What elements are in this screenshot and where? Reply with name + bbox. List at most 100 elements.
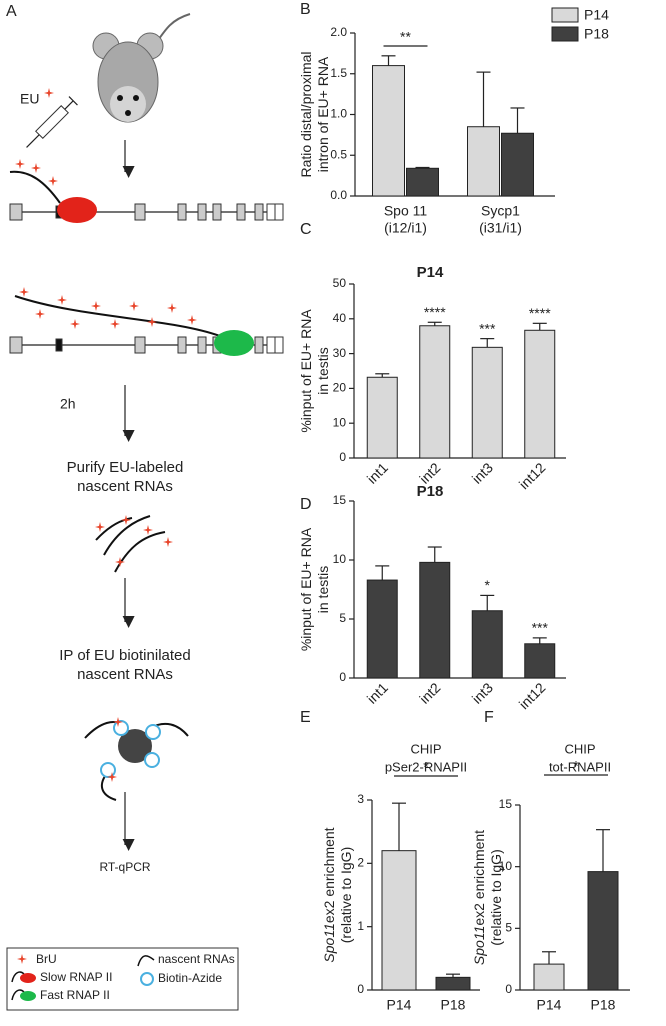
y-tick-label: 40 (333, 311, 347, 325)
chart-subtitle: tot-RNAPII (549, 759, 611, 774)
star (129, 301, 139, 311)
star (19, 287, 29, 297)
star (35, 309, 45, 319)
y-axis-label-part: (relative to IgG) (338, 847, 354, 943)
exon (197, 336, 207, 354)
legend-label: P14 (584, 7, 609, 23)
exon (274, 336, 284, 354)
y-axis-label-part: Ratio distal/proximal (298, 51, 314, 177)
exon (254, 336, 264, 354)
star (121, 515, 131, 525)
x-tick-label: P14 (537, 997, 562, 1013)
exon (177, 336, 187, 354)
y-axis-label: Spo11ex2 enrichment (471, 830, 487, 965)
bar (419, 561, 451, 679)
exon (177, 203, 187, 221)
star (110, 319, 120, 329)
x-tick-label: Sycp1 (481, 203, 520, 219)
x-tick-label: int2 (416, 679, 443, 706)
y-tick-label: 15 (333, 493, 347, 507)
diagram: A EU (6, 3, 284, 1011)
x-tick-label: int12 (516, 679, 549, 712)
y-tick-label: 0.5 (330, 147, 347, 161)
y-axis-label: %input of EU+ RNA (298, 527, 314, 651)
legend-rna (11, 989, 25, 1001)
exon (236, 203, 246, 221)
significance: ** (400, 29, 411, 45)
legend-text: BrU (36, 952, 57, 966)
chart-title: CHIP (564, 741, 595, 756)
time-label: 2h (60, 396, 76, 412)
significance: **** (424, 304, 446, 320)
mouse-eye (133, 95, 139, 101)
eu-label: EU (20, 91, 39, 107)
star (147, 317, 157, 327)
gene-slow (9, 159, 284, 223)
legend-swatch (551, 26, 579, 42)
y-axis-label: %input of EU+ RNA (298, 309, 314, 433)
y-axis-label-part: (relative to IgG) (488, 849, 504, 945)
x-tick-label: P18 (441, 997, 466, 1013)
y-tick-label: 50 (333, 276, 347, 290)
y-tick-label: 0 (357, 982, 364, 996)
bar (435, 976, 471, 991)
star (57, 295, 67, 305)
exon (9, 336, 23, 354)
y-axis-label: (relative to IgG) (488, 849, 504, 945)
x-tick-label: int1 (364, 459, 391, 486)
star (187, 315, 197, 325)
y-axis-label: in testis (315, 566, 331, 613)
panel-label: A (6, 3, 17, 20)
bar (381, 850, 417, 991)
x-tick-label: (i31/i1) (479, 220, 522, 236)
star (15, 159, 25, 169)
y-tick-label: 5 (339, 611, 346, 625)
star (163, 537, 173, 547)
significance: * (573, 758, 579, 774)
bar (419, 325, 451, 459)
exon (254, 203, 264, 221)
bar (366, 376, 398, 459)
x-tick-label: int1 (364, 679, 391, 706)
significance: * (485, 577, 491, 593)
star (167, 303, 177, 313)
y-axis-label-part: ex2 enrichment (471, 830, 487, 926)
mouse-eye (117, 95, 123, 101)
step-text: RT-qPCR (99, 860, 150, 874)
chart-title: CHIP (410, 741, 441, 756)
exon (274, 203, 284, 221)
exon (212, 203, 222, 221)
significance: **** (529, 305, 551, 321)
exon (134, 336, 146, 354)
nascent-rna (114, 531, 166, 573)
y-tick-label: 1.5 (330, 66, 347, 80)
plunger-end (68, 96, 78, 106)
step-text: nascent RNAs (77, 666, 173, 683)
star (48, 176, 58, 186)
y-axis-label-part: %input of EU+ RNA (298, 309, 314, 433)
significance: *** (532, 620, 549, 636)
y-tick-label: 10 (499, 859, 513, 873)
panel-label: F (484, 709, 494, 726)
legend-fast (20, 991, 36, 1001)
star (31, 163, 41, 173)
bar (524, 643, 556, 679)
step-text: nascent RNAs (77, 478, 173, 495)
nascent-rna (9, 170, 61, 204)
panel-label: E (300, 709, 311, 726)
legend-text: Fast RNAP II (40, 988, 110, 1002)
y-tick-label: 0 (339, 670, 346, 684)
step-text: IP of EU biotinilated (59, 647, 190, 664)
exon (9, 203, 23, 221)
x-tick-label: Spo 11 (384, 203, 428, 219)
legend-swatch (551, 7, 579, 23)
y-axis-label-gene: Spo11 (321, 923, 337, 962)
nascent-rna (103, 515, 151, 556)
bar (533, 963, 565, 991)
y-tick-label: 10 (333, 415, 347, 429)
biotin-azide (144, 752, 160, 768)
y-axis-label: Ratio distal/proximal (298, 51, 314, 177)
bar (524, 329, 556, 459)
y-tick-label: 1.0 (330, 107, 347, 121)
legend-rna (137, 955, 155, 967)
